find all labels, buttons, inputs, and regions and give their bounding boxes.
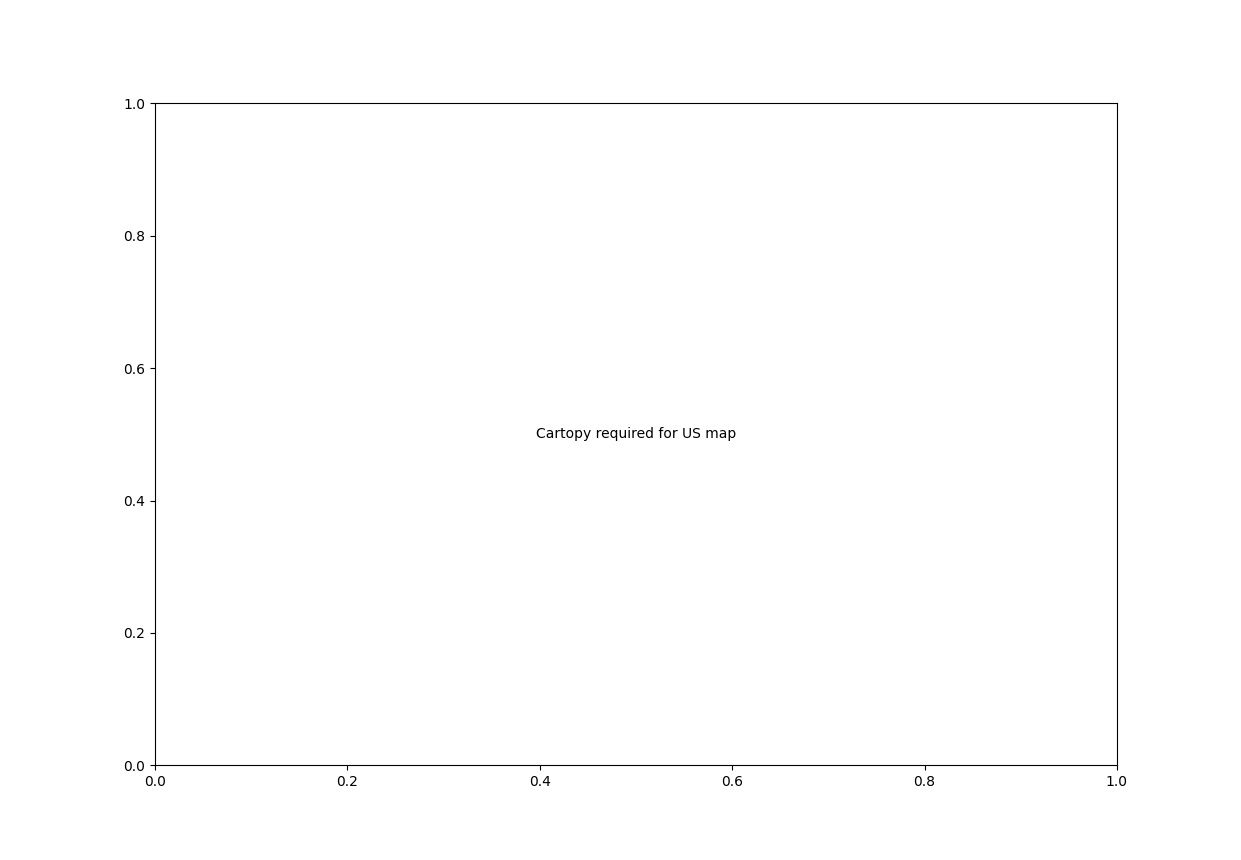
- Text: Cartopy required for US map: Cartopy required for US map: [536, 427, 736, 441]
